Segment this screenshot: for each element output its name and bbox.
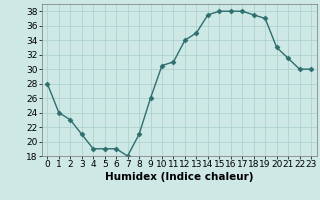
X-axis label: Humidex (Indice chaleur): Humidex (Indice chaleur)	[105, 172, 253, 182]
